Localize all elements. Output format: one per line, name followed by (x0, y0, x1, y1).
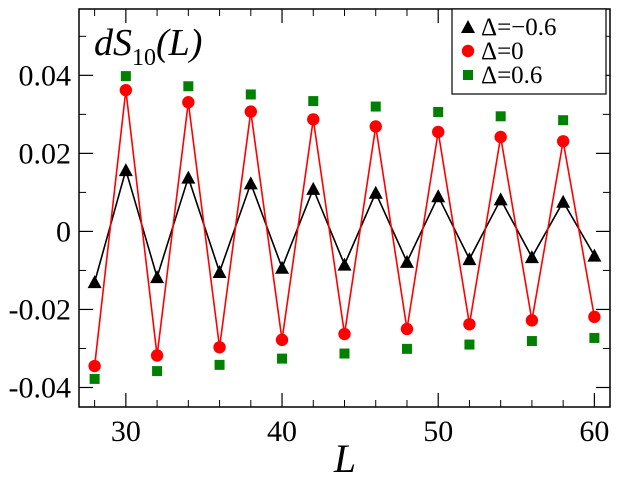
data-point-circle (213, 341, 226, 354)
data-point-triangle (368, 185, 383, 199)
panel-label-sub: 10 (132, 45, 156, 71)
x-tick-label: 30 (111, 415, 141, 448)
panel-label-arg: (L) (156, 22, 202, 64)
series-layer (87, 71, 602, 384)
x-tick-label: 50 (423, 415, 453, 448)
x-tick-label: 40 (267, 415, 297, 448)
data-point-circle (400, 322, 414, 336)
data-point-square (339, 348, 350, 359)
data-point-triangle (462, 252, 477, 266)
data-point-circle (556, 135, 570, 148)
legend-label-0: Δ=−0.6 (481, 14, 557, 41)
data-point-square (526, 336, 537, 347)
data-point-triangle (212, 264, 227, 278)
data-point-triangle (524, 250, 539, 264)
y-tick-label: -0.04 (9, 371, 72, 404)
data-point-circle (432, 125, 445, 139)
data-point-triangle (587, 248, 602, 262)
data-point-square (401, 343, 412, 354)
data-point-circle (244, 105, 257, 118)
legend-box (451, 8, 607, 95)
series-0 (87, 163, 602, 289)
data-point-circle (182, 96, 195, 109)
data-point-triangle (181, 170, 196, 184)
y-tick-label: 0.02 (19, 137, 72, 170)
data-point-circle (307, 113, 320, 126)
data-point-square (245, 89, 256, 100)
data-point-circle (369, 120, 382, 133)
data-point-triangle (306, 181, 321, 195)
y-tick-label: 0 (56, 215, 71, 248)
data-point-circle (275, 333, 289, 347)
data-point-circle (494, 130, 507, 144)
data-point-triangle (118, 163, 133, 177)
data-point-triangle (431, 189, 446, 203)
data-point-square (370, 101, 381, 112)
data-point-triangle (275, 260, 290, 274)
y-tick-label: 0.04 (19, 59, 72, 92)
legend-marker-square (463, 70, 473, 80)
data-point-square (89, 373, 100, 384)
data-point-triangle (337, 257, 352, 271)
legend-label-1: Δ=0 (481, 38, 524, 65)
data-point-circle (463, 318, 476, 331)
series-2 (89, 71, 600, 384)
data-point-circle (88, 359, 101, 373)
data-point-circle (338, 327, 351, 341)
legend: Δ=−0.6 Δ=0 Δ=0.6 (451, 8, 607, 95)
data-point-circle (119, 83, 133, 97)
data-point-square (308, 96, 319, 107)
data-point-square (277, 353, 288, 364)
data-point-triangle (150, 270, 165, 284)
panel-label: dS10(L) (94, 22, 202, 71)
data-point-square (495, 111, 506, 122)
data-point-square (183, 81, 194, 92)
legend-marker-circle (461, 44, 475, 58)
plot-frame (78, 8, 611, 408)
series-1 (88, 83, 601, 373)
data-point-triangle (493, 192, 508, 206)
legend-label-2: Δ=0.6 (481, 62, 542, 89)
data-point-triangle (399, 254, 414, 268)
data-point-square (558, 115, 569, 126)
data-point-square (152, 366, 163, 377)
data-point-circle (588, 310, 601, 324)
x-axis-title: L (333, 436, 356, 481)
data-point-circle (150, 349, 164, 362)
data-point-square (589, 332, 600, 343)
data-point-square (120, 71, 131, 82)
data-point-square (464, 339, 475, 350)
data-point-triangle (87, 275, 102, 289)
data-point-square (433, 107, 444, 118)
x-tick-label: 60 (579, 415, 609, 448)
legend-marker-triangle (461, 20, 475, 33)
data-point-circle (525, 314, 539, 327)
y-tick-label: -0.02 (9, 293, 72, 326)
data-point-triangle (243, 176, 258, 190)
data-point-square (214, 359, 225, 370)
ticks-layer: 30 40 50 60 -0.04 -0.02 0 0.02 0.04 (9, 9, 610, 448)
panel-label-main: dS (94, 22, 132, 64)
data-point-triangle (556, 194, 571, 208)
